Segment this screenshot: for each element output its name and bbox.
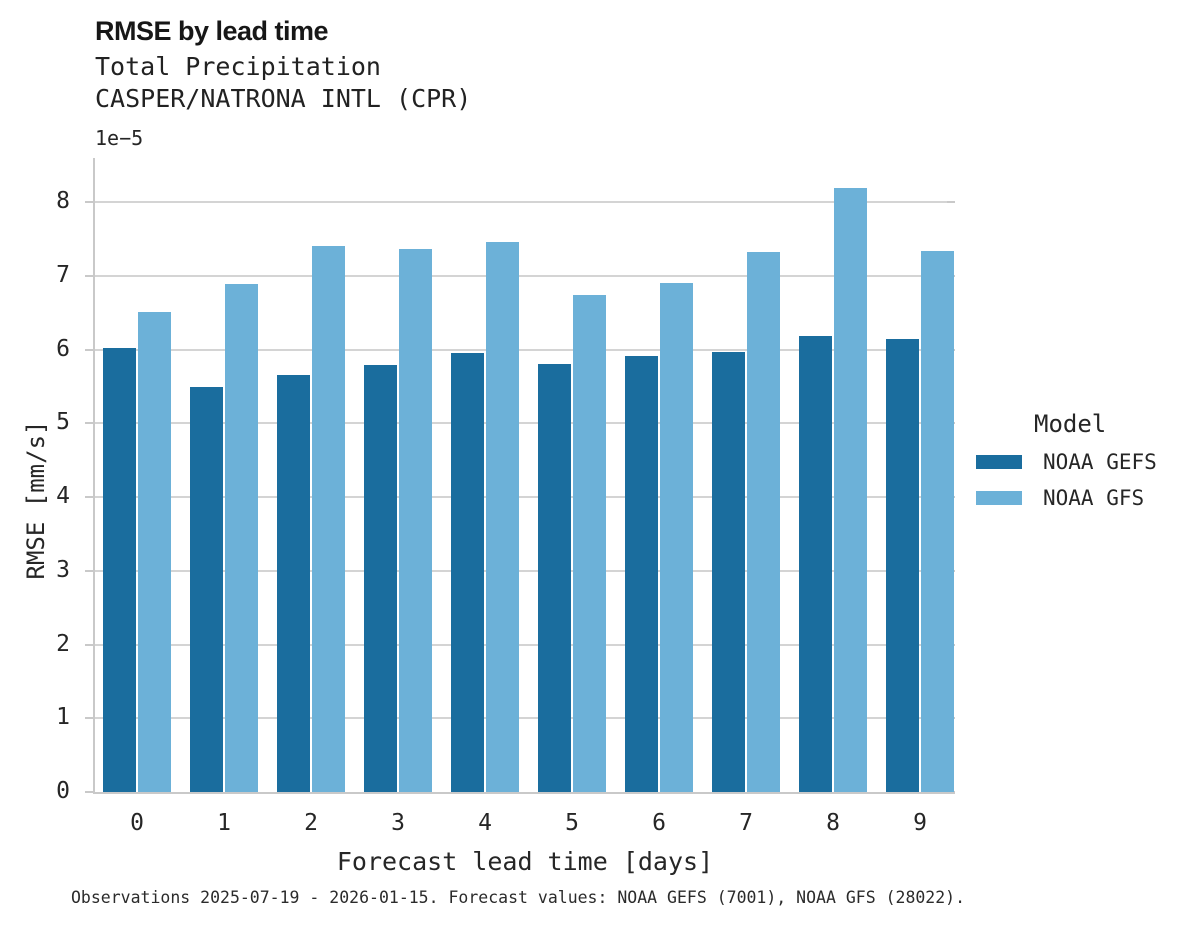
y-tick-label-6: 6 [56,335,70,362]
gridline-y7 [95,274,955,277]
y-tick-left-4 [85,496,93,499]
x-tick-label-8: 8 [826,810,840,836]
gridline-y1 [95,717,955,720]
chart-subtitle-station: CASPER/NATRONA INTL (CPR) [95,84,472,113]
bar-noaa-gefs-lead-6 [625,356,658,792]
y-tick-left-2 [85,643,93,646]
x-tick-label-2: 2 [304,810,318,836]
legend-title: Model [1034,410,1107,438]
y-tick-left-5 [85,422,93,425]
y-axis-spine [93,158,95,794]
gridline-y5 [95,422,955,425]
bar-noaa-gfs-lead-9 [921,250,954,792]
bar-noaa-gefs-lead-4 [451,352,484,792]
legend: Model NOAA GEFS NOAA GFS [976,410,1186,522]
bar-noaa-gfs-lead-6 [660,283,693,792]
x-axis-title: Forecast lead time [days] [336,847,714,876]
bar-noaa-gfs-lead-3 [399,249,432,792]
bar-noaa-gefs-lead-5 [538,364,571,792]
x-tick-label-7: 7 [739,810,753,836]
gridline-y4 [95,496,955,499]
y-tick-label-3: 3 [56,556,70,583]
legend-item-noaa-gfs: NOAA GFS [976,486,1186,510]
legend-label-noaa-gfs: NOAA GFS [1043,486,1145,510]
y-tick-left-6 [85,348,93,351]
bar-noaa-gfs-lead-2 [312,246,345,792]
y-tick-label-8: 8 [56,188,70,215]
bar-noaa-gfs-lead-0 [138,312,171,792]
y-tick-label-2: 2 [56,630,70,657]
x-tick-label-1: 1 [217,810,231,836]
bar-noaa-gefs-lead-1 [190,386,223,792]
x-tick-label-6: 6 [652,810,666,836]
bar-noaa-gfs-lead-7 [747,252,780,792]
legend-swatch-noaa-gefs [976,455,1022,469]
x-tick-label-5: 5 [565,810,579,836]
bar-noaa-gefs-lead-2 [277,375,310,792]
footnote: Observations 2025-07-19 - 2026-01-15. Fo… [71,888,966,907]
gridline-y6 [95,348,955,351]
gridline-y3 [95,569,955,572]
bar-noaa-gefs-lead-0 [103,348,136,792]
bar-noaa-gefs-lead-3 [364,365,397,792]
x-tick-label-9: 9 [913,810,927,836]
y-tick-label-1: 1 [56,704,70,731]
y-tick-right-0 [947,791,955,793]
x-tick-label-0: 0 [130,810,144,836]
chart-title: RMSE by lead time [95,16,329,46]
bar-noaa-gfs-lead-5 [573,295,606,792]
y-tick-left-8 [85,201,93,204]
x-axis-spine [93,792,955,794]
legend-item-noaa-gefs: NOAA GEFS [976,450,1186,474]
bar-noaa-gfs-lead-4 [486,242,519,792]
gridline-y2 [95,643,955,646]
y-axis-offset-label: 1e−5 [95,126,144,150]
y-tick-left-0 [85,791,93,793]
y-tick-label-7: 7 [56,261,70,288]
bar-noaa-gefs-lead-7 [712,351,745,792]
x-tick-label-3: 3 [391,810,405,836]
legend-swatch-noaa-gfs [976,491,1022,505]
gridline-y8 [95,201,955,204]
chart-subtitle-variable: Total Precipitation [95,52,381,81]
y-tick-left-7 [85,274,93,277]
bar-noaa-gfs-lead-1 [225,284,258,792]
y-tick-label-5: 5 [56,409,70,436]
plot-area [85,158,955,794]
y-tick-left-3 [85,569,93,572]
bar-noaa-gefs-lead-8 [799,336,832,792]
bar-noaa-gfs-lead-8 [834,188,867,792]
y-tick-right-8 [947,201,955,204]
x-tick-label-4: 4 [478,810,492,836]
y-tick-label-4: 4 [56,483,70,510]
bar-noaa-gefs-lead-9 [886,339,919,792]
y-tick-left-1 [85,717,93,720]
y-tick-label-0: 0 [56,778,70,804]
legend-label-noaa-gefs: NOAA GEFS [1043,450,1157,474]
